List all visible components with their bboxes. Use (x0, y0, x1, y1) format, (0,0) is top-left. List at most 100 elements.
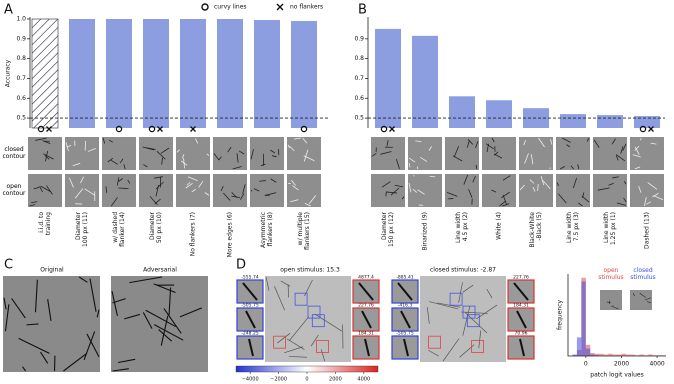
curvy-marker (380, 125, 388, 133)
stimulus-line (89, 278, 97, 312)
stimulus-line (562, 137, 571, 143)
stimulus-line (18, 337, 50, 354)
x-tick-label: w/ dashed (112, 212, 119, 243)
category-label: Asymmetric flankers (8) (260, 212, 274, 248)
stimulus-line (34, 279, 38, 313)
stimulus-line (154, 176, 163, 179)
x-tick-label: 7.5 px (3) (573, 212, 580, 241)
stimulus-line (78, 276, 88, 283)
crop-line (403, 338, 409, 357)
crop-line (364, 338, 370, 357)
stimulus-line (486, 289, 493, 299)
stimulus-line (86, 333, 100, 358)
stimulus-line (647, 182, 658, 190)
stimulus-line (44, 154, 50, 160)
hist-bar (608, 353, 613, 356)
legend-label: open stimulus (598, 267, 624, 281)
stimulus-image (445, 137, 479, 170)
x-tick-label: More edges (6) (227, 212, 234, 257)
stimulus-line (429, 175, 436, 178)
stimulus-line (44, 150, 49, 162)
stimulus-line (597, 187, 610, 191)
x-tick-label: 4000 (357, 377, 370, 383)
row-label: open contour (2, 183, 26, 197)
stimulus-line (176, 149, 180, 153)
stimulus-line (65, 142, 69, 152)
stimulus-line (274, 286, 285, 311)
stimulus-image (102, 137, 136, 170)
stimulus-line (26, 323, 39, 326)
stimulus-line (287, 144, 290, 149)
stimulus-line (186, 182, 191, 186)
stimulus-line (119, 158, 124, 164)
y-axis-label: Accuracy (5, 59, 12, 87)
stimulus-line (291, 179, 296, 186)
category-label: No flankers (7) (190, 212, 197, 256)
stimulus-line (158, 329, 173, 342)
stimulus-line (33, 186, 40, 190)
hist-bar (617, 354, 622, 356)
stimulus-line (570, 165, 574, 170)
hist-bar (599, 353, 604, 356)
crop-value: -505.75 (241, 303, 259, 309)
stimulus-line (69, 177, 74, 188)
stimulus-line (622, 143, 627, 151)
stimulus-line (63, 353, 87, 372)
stimulus-image (556, 137, 590, 170)
stimulus-line (401, 196, 405, 200)
crop-value: 227.76 (513, 275, 529, 281)
x-tick-label: Dashed (13) (644, 212, 651, 249)
crop-value: -248.25 (241, 331, 259, 337)
x-tick-label: flankers (8) (267, 212, 274, 246)
legend-label: no flankers (290, 4, 323, 11)
image-title: closed stimulus: -2.87 (430, 267, 496, 274)
stimulus-image (556, 174, 590, 207)
crop-line (513, 282, 529, 301)
stimulus-line (472, 175, 476, 183)
patch-box (462, 305, 476, 319)
x-tick-label: 2000 (329, 377, 342, 383)
stimulus-line (632, 154, 641, 158)
stimulus-image (593, 137, 627, 170)
stimulus-line (250, 149, 254, 160)
stimulus-line (40, 185, 52, 193)
stimulus-line (475, 164, 478, 170)
stimulus-line (153, 283, 176, 294)
stimulus-line (293, 137, 301, 140)
crop-line (242, 282, 258, 301)
curvy-marker (300, 125, 308, 133)
stimulus-line (72, 162, 81, 167)
stimulus-image (630, 174, 664, 207)
patch-box (311, 314, 325, 328)
stimulus-line (271, 155, 277, 158)
stimulus-line (47, 299, 52, 321)
stimulus-line (4, 304, 10, 332)
patch-box (428, 335, 442, 349)
stimulus-line (380, 151, 392, 155)
image-title: Original (40, 267, 64, 274)
stimulus-line (653, 195, 664, 201)
stimulus-line (156, 150, 166, 160)
panel-label: B (358, 3, 367, 18)
stimulus-line (284, 346, 304, 354)
stimulus-line (542, 180, 551, 190)
stimulus-image (482, 174, 516, 207)
stimulus-line (502, 203, 510, 207)
stimulus-line (143, 164, 148, 168)
stimulus-line (620, 146, 624, 154)
stimulus-line (394, 184, 403, 188)
stimulus-line (287, 284, 290, 298)
patch-box (294, 292, 308, 306)
stimulus-line (634, 166, 641, 170)
stimulus-image (28, 174, 62, 207)
hist-bar (590, 354, 595, 356)
stimulus-line (204, 192, 210, 196)
y-tick-label: 0.6 (354, 95, 364, 102)
stimulus-line (149, 196, 158, 205)
stimulus-line (160, 147, 170, 154)
stimulus-line (280, 280, 291, 287)
stimulus-line (453, 146, 460, 158)
stimulus-line (501, 191, 510, 199)
stimulus-line (265, 276, 270, 291)
